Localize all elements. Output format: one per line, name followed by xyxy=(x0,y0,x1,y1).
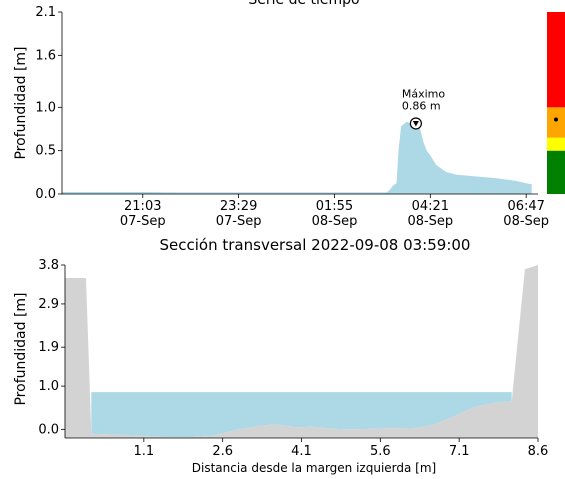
alert-level-bar xyxy=(547,12,565,194)
x-tick-label: 2.6 xyxy=(212,444,233,459)
x-tick-date: 08-Sep xyxy=(312,214,358,229)
x-tick-label: 4.1 xyxy=(291,444,312,459)
cross-section-y-ticks: 0.0 1.0 1.9 2.9 3.8 xyxy=(38,258,65,437)
y-tick-label: 2.1 xyxy=(35,5,56,20)
x-tick-date: 08-Sep xyxy=(407,214,453,229)
cross-section-chart: Sección transversal 2022-09-08 03:59:00 … xyxy=(13,236,548,475)
x-tick-label: 5.6 xyxy=(370,444,391,459)
alert-level-segment xyxy=(547,107,565,138)
y-tick-label: 0.0 xyxy=(38,422,59,437)
cross-section-x-label: Distancia desde la margen izquierda [m] xyxy=(192,461,436,475)
x-tick-time: 01:55 xyxy=(316,199,353,214)
cross-section-x-ticks: 1.1 2.6 4.1 5.6 7.1 8.6 xyxy=(133,438,548,459)
max-annotation-value: 0.86 m xyxy=(402,99,441,112)
x-tick-label: 8.6 xyxy=(528,444,549,459)
y-tick-label: 1.9 xyxy=(38,340,59,355)
x-tick-date: 07-Sep xyxy=(216,214,262,229)
timeseries-title: Serie de tiempo xyxy=(248,0,359,8)
y-tick-label: 1.0 xyxy=(38,379,59,394)
y-tick-label: 1.6 xyxy=(35,48,56,63)
x-tick-label: 1.1 xyxy=(133,444,154,459)
current-level-marker xyxy=(554,117,558,122)
channel-bed-terrain xyxy=(65,265,538,438)
depth-series-area xyxy=(61,118,532,195)
cross-section-y-label: Profundidad [m] xyxy=(13,292,29,405)
x-tick-time: 23:29 xyxy=(220,199,257,214)
x-tick-label: 7.1 xyxy=(449,444,470,459)
timeseries-area-layer xyxy=(61,118,532,195)
timeseries-x-ticks: 21:0307-Sep23:2907-Sep01:5508-Sep04:2108… xyxy=(120,194,549,229)
alert-level-segment xyxy=(547,150,565,194)
max-marker-icon xyxy=(409,117,422,130)
y-tick-label: 3.8 xyxy=(38,258,59,273)
water-area xyxy=(91,392,512,438)
y-tick-label: 1.0 xyxy=(35,100,56,115)
y-tick-label: 0.5 xyxy=(35,144,56,159)
y-tick-label: 2.9 xyxy=(38,297,59,312)
x-tick-time: 06:47 xyxy=(507,199,544,214)
cross-section-area-layer xyxy=(65,265,538,438)
timeseries-y-label: Profundidad [m] xyxy=(13,46,29,159)
x-tick-time: 21:03 xyxy=(124,199,161,214)
timeseries-chart: Serie de tiempo 0.00.51.01.62.1 21:0307-… xyxy=(13,0,549,229)
alert-level-segment xyxy=(547,12,565,108)
timeseries-y-ticks: 0.0 0.5 1.0 1.6 2.1 xyxy=(35,5,62,202)
max-annotation-label: Máximo xyxy=(402,87,446,100)
x-tick-date: 07-Sep xyxy=(120,214,166,229)
timeseries-plot-area xyxy=(62,12,538,194)
alert-level-segment xyxy=(547,137,565,151)
max-marker-triangle xyxy=(412,120,419,127)
max-annotation: Máximo 0.86 m xyxy=(402,87,446,130)
x-tick-date: 08-Sep xyxy=(503,214,549,229)
y-tick-label: 0.0 xyxy=(35,187,56,202)
x-tick-time: 04:21 xyxy=(412,199,449,214)
cross-section-title: Sección transversal 2022-09-08 03:59:00 xyxy=(160,236,471,254)
